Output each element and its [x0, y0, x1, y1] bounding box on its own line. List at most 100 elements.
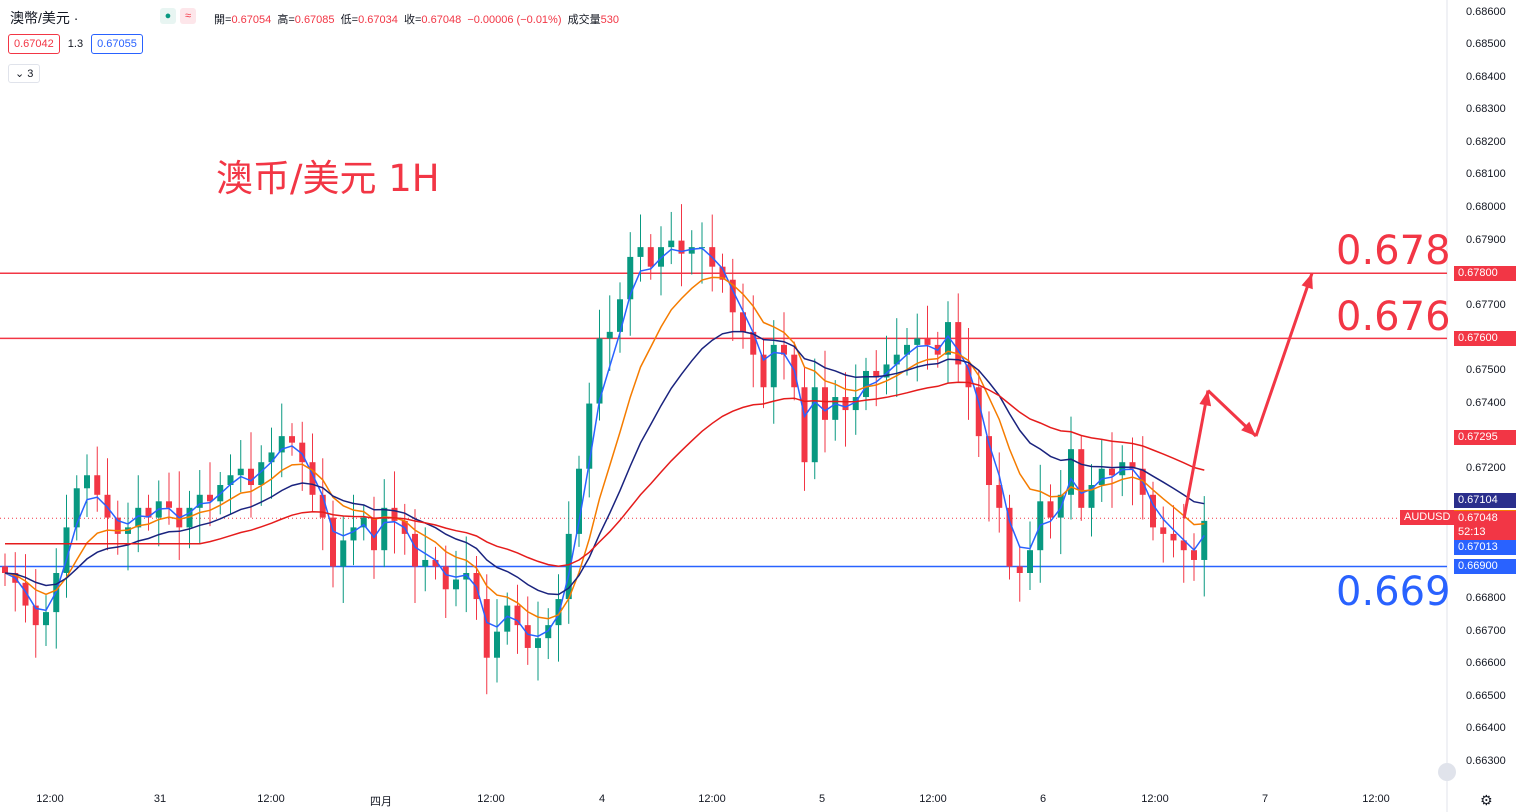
- candle-body: [924, 338, 931, 345]
- candle-body: [371, 517, 377, 551]
- candle-body: [483, 599, 490, 658]
- candle-body: [1078, 449, 1085, 508]
- time-axis-label: 12:00: [1362, 793, 1390, 805]
- high-value: 0.67085: [294, 14, 335, 26]
- settings-gear-icon[interactable]: ⚙: [1480, 792, 1493, 808]
- level-label-669[interactable]: 0.669: [1336, 569, 1451, 615]
- candle-body: [986, 436, 992, 486]
- candle-body: [422, 559, 429, 567]
- candle-body: [627, 256, 634, 300]
- candle-body: [658, 247, 664, 267]
- time-axis-label: 4: [598, 793, 606, 805]
- candle-body: [1027, 550, 1033, 573]
- candle-body: [432, 559, 439, 567]
- candle-body: [750, 331, 757, 355]
- candle-body: [535, 638, 541, 648]
- wave-icon[interactable]: ≈: [180, 8, 196, 24]
- time-axis-label: 5: [818, 793, 826, 805]
- candle-body: [309, 462, 316, 495]
- candle-body: [237, 468, 244, 476]
- price-tag: 52:13: [1454, 524, 1516, 540]
- projection-arrow-segment: [1254, 272, 1314, 437]
- candle-body: [606, 331, 613, 339]
- price-axis-label: 0.66800: [1466, 592, 1506, 605]
- candle-body: [514, 605, 521, 626]
- price-axis-label: 0.68200: [1466, 135, 1506, 148]
- level-label-678[interactable]: 0.678: [1336, 228, 1451, 274]
- price-axis-label: 0.68000: [1466, 201, 1506, 214]
- candle-body: [32, 605, 39, 626]
- candle-body: [1129, 462, 1136, 469]
- sell-price-button[interactable]: 0.67042: [8, 34, 60, 54]
- volume-value: 530: [600, 14, 619, 26]
- flag-icon: [1438, 763, 1456, 781]
- candle-body: [668, 240, 675, 248]
- candle-body: [1006, 507, 1013, 567]
- candle-body: [647, 247, 654, 267]
- candle-body: [84, 475, 90, 489]
- ema-mid-line: [4, 276, 1205, 620]
- open-value: 0.67054: [231, 14, 272, 26]
- price-tag: 0.67048: [1454, 510, 1516, 526]
- candle-body: [1180, 540, 1187, 551]
- candle-body: [248, 468, 254, 486]
- candle-body: [412, 533, 418, 567]
- symbol-header[interactable]: 澳幣/美元 ·: [10, 8, 78, 28]
- price-axis-label: 0.68300: [1466, 103, 1506, 116]
- candle-body: [904, 344, 910, 355]
- symbol-name[interactable]: 澳幣/美元 ·: [10, 10, 79, 26]
- price-axis-label: 0.68500: [1466, 38, 1506, 51]
- indicators-toggle[interactable]: ⌄ 3: [8, 64, 41, 83]
- candle-body: [1098, 468, 1105, 486]
- candle-body: [955, 322, 962, 365]
- candle-body: [278, 436, 285, 453]
- candle-body: [914, 338, 921, 345]
- time-axis-label: 12:00: [257, 793, 285, 805]
- candle-body: [350, 527, 357, 541]
- candle-body: [104, 494, 111, 518]
- low-value: 0.67034: [358, 14, 398, 26]
- candle-body: [637, 247, 644, 257]
- candle-body: [1088, 485, 1095, 508]
- candle-body: [1047, 501, 1054, 518]
- time-axis-label: 12:00: [919, 793, 947, 805]
- high-label: 高=: [277, 14, 295, 26]
- price-axis-label: 0.67900: [1466, 233, 1506, 246]
- candle-body: [1160, 527, 1167, 534]
- time-axis-label: 6: [1039, 793, 1047, 805]
- candle-body: [781, 344, 787, 355]
- time-axis-label: 31: [153, 793, 167, 805]
- candle-body: [63, 527, 70, 573]
- market-status-icon[interactable]: ●: [160, 8, 176, 24]
- candle-body: [1119, 462, 1126, 476]
- candle-body: [114, 517, 121, 534]
- price-axis-label: 0.66500: [1466, 689, 1506, 702]
- projection-arrowhead: [1199, 390, 1212, 407]
- price-axis-label: 0.66600: [1466, 657, 1506, 670]
- ema-slow-line: [4, 330, 1205, 596]
- candle-body: [1016, 566, 1023, 573]
- level-label-676[interactable]: 0.676: [1336, 294, 1451, 340]
- candle-body: [166, 501, 172, 508]
- candle-body: [893, 354, 900, 365]
- price-axis-label: 0.67200: [1466, 461, 1506, 474]
- candle-body: [258, 462, 265, 486]
- projection-arrowhead: [1241, 421, 1256, 437]
- candle-body: [1109, 468, 1115, 476]
- candle-body: [832, 397, 839, 420]
- candle-body: [196, 494, 203, 508]
- candle-body: [863, 370, 869, 398]
- projection-arrowhead: [1301, 273, 1313, 290]
- change-value: −0.00006 (−0.01%): [467, 14, 562, 26]
- projection-arrow-segment: [1182, 390, 1210, 519]
- chart-annotation-title[interactable]: 澳币/美元 1H: [216, 157, 440, 200]
- candle-body: [996, 485, 1003, 508]
- time-axis-label: 12:00: [477, 793, 505, 805]
- candle-body: [811, 387, 818, 463]
- candle-body: [945, 322, 951, 355]
- candle-body: [504, 605, 511, 632]
- candle-body: [770, 344, 777, 388]
- buy-price-button[interactable]: 0.67055: [91, 34, 143, 54]
- candle-body: [360, 517, 367, 528]
